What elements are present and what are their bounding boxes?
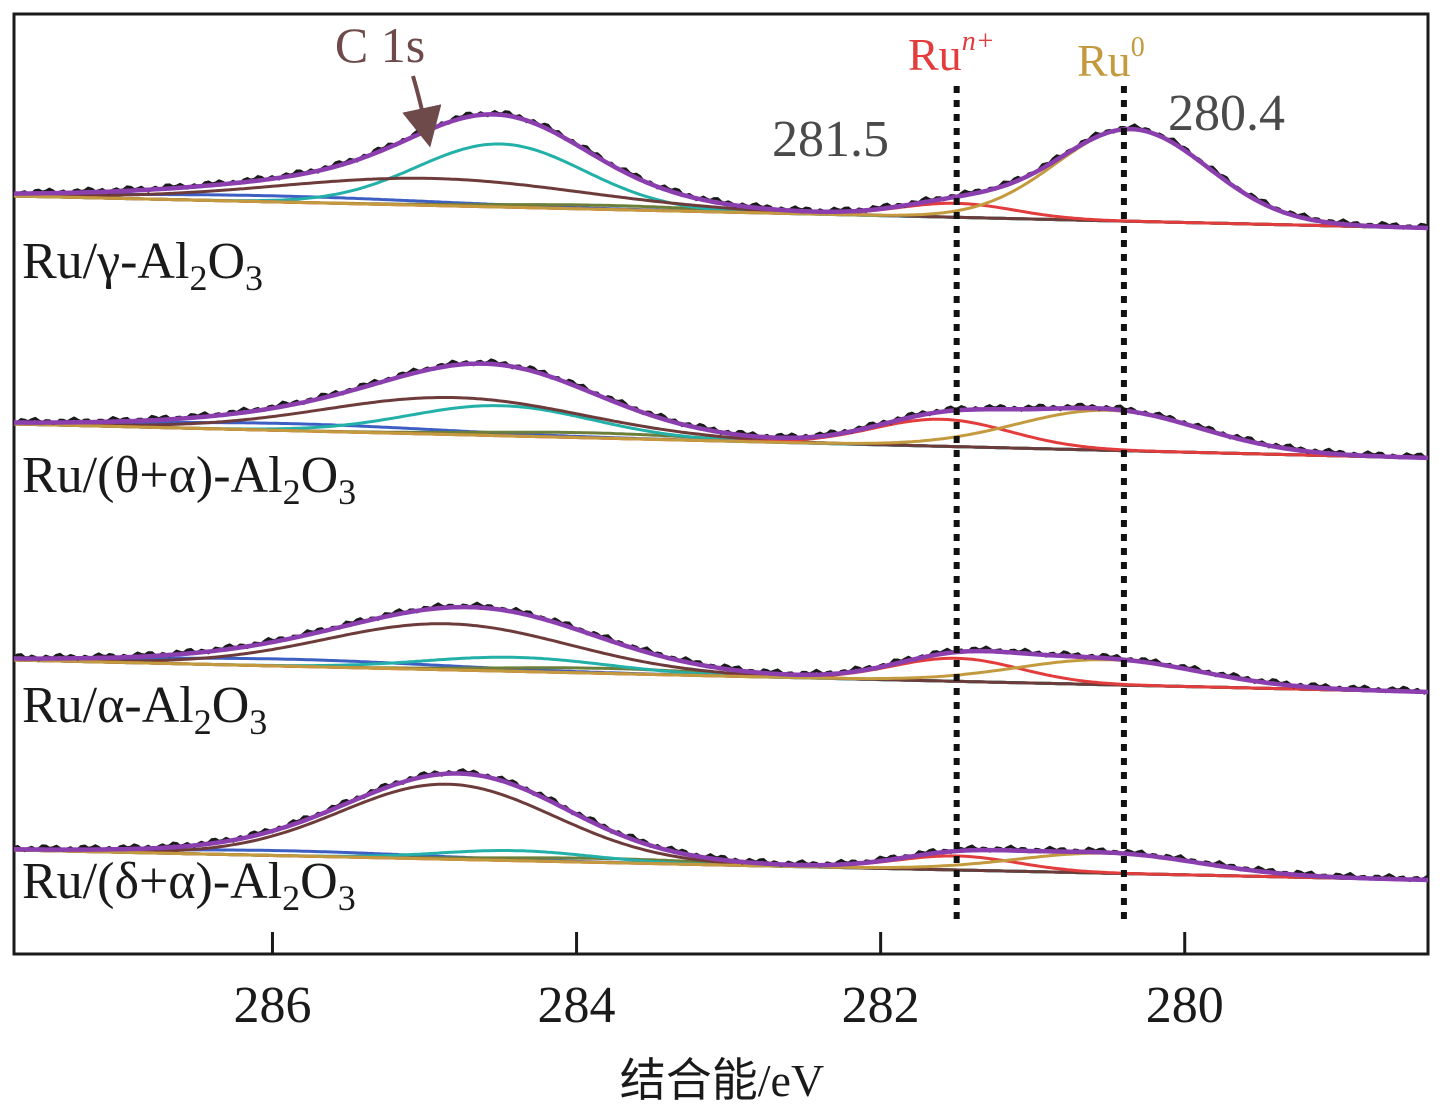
fit-envelope-3 <box>14 604 1428 695</box>
ru-n-annotation: Run+ <box>908 26 995 80</box>
spectra-group <box>13 109 1429 883</box>
fit-envelope-1 <box>13 112 1429 231</box>
x-axis-title: 结合能/eV <box>620 1055 824 1106</box>
sample-label-1-part-2: 2 <box>189 258 207 298</box>
ru-n-superscript: n+ <box>962 26 995 57</box>
x-tick-label-3: 282 <box>842 977 920 1034</box>
sample-label-4-part-1: Ru/(δ+α)-Al <box>22 853 282 910</box>
sample-label-1-part-3: O <box>207 233 245 290</box>
raw-spectrum-2 <box>13 358 1429 460</box>
spectrum-2 <box>13 358 1429 461</box>
sample-label-1-part-1: Ru/γ-Al <box>22 233 189 290</box>
sample-label-3-part-1: Ru/α-Al <box>22 677 194 734</box>
x-tick-label-2: 284 <box>538 977 616 1034</box>
sample-label-4-part-4: 3 <box>338 878 356 918</box>
ru-n-base: Ru <box>908 29 962 80</box>
peak-label-281-5: 281.5 <box>772 111 889 168</box>
reference-lines <box>953 86 1127 924</box>
peak-label-280-4: 280.4 <box>1168 85 1285 142</box>
fit-envelope-4 <box>14 771 1429 883</box>
plot-frame <box>12 12 1430 956</box>
sample-label-2: Ru/(θ+α)-Al2O3 <box>22 447 356 512</box>
sample-label-3: Ru/α-Al2O3 <box>22 677 267 742</box>
sample-label-2-part-4: 3 <box>338 472 356 512</box>
sample-label-1-part-4: 3 <box>245 258 263 298</box>
spectrum-3 <box>13 601 1429 695</box>
x-axis-ticks: 286 284 282 280 <box>233 932 1224 1034</box>
fit-envelope-2 <box>14 361 1429 461</box>
sample-label-3-part-2: 2 <box>194 702 212 742</box>
ru-0-superscript: 0 <box>1131 32 1145 63</box>
spectrum-4 <box>13 768 1429 883</box>
sample-label-1: Ru/γ-Al2O3 <box>22 233 263 298</box>
c1s-arrow <box>402 75 442 148</box>
c1s-annotation: C 1s <box>335 17 425 73</box>
spectrum-1 <box>13 109 1429 231</box>
sample-label-2-part-1: Ru/(θ+α)-Al <box>22 447 283 504</box>
sample-label-3-part-3: O <box>212 677 250 734</box>
sample-label-2-part-3: O <box>301 447 339 504</box>
x-tick-label-4: 280 <box>1146 977 1224 1034</box>
sample-label-3-part-4: 3 <box>249 702 267 742</box>
ru-0-base: Ru <box>1077 35 1131 86</box>
sample-label-4-part-3: O <box>300 853 338 910</box>
sample-label-4: Ru/(δ+α)-Al2O3 <box>22 853 356 918</box>
sample-label-4-part-2: 2 <box>282 878 300 918</box>
ru-0-annotation: Ru0 <box>1077 32 1145 86</box>
x-tick-label-1: 286 <box>233 977 311 1034</box>
component-ru-0-1 <box>13 127 1429 230</box>
sample-labels: Ru/γ-Al2O3Ru/(θ+α)-Al2O3Ru/α-Al2O3Ru/(δ+… <box>22 233 356 918</box>
sample-label-2-part-2: 2 <box>283 472 301 512</box>
